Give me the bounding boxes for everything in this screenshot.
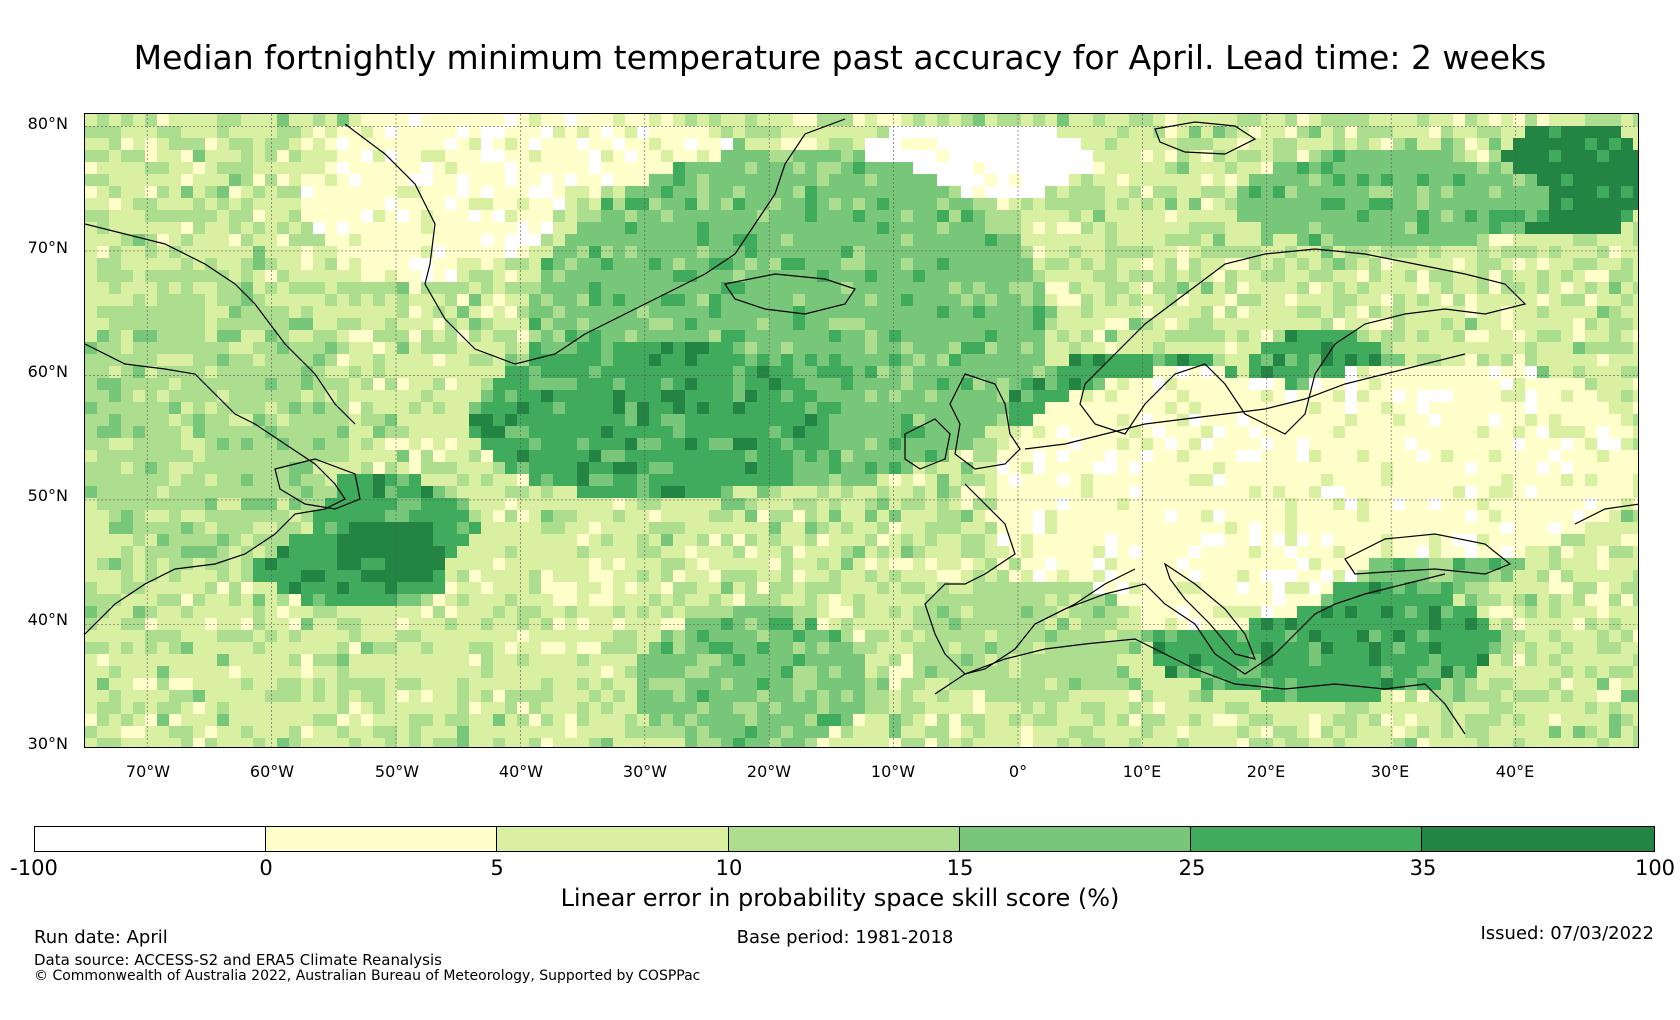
coast-mediterranean xyxy=(1034,573,1446,675)
lon-label-20e: 20°E xyxy=(1246,762,1286,781)
base-period: Base period: 1981-2018 xyxy=(736,927,954,948)
lat-label-50n: 50°N xyxy=(27,486,68,505)
map-title: Median fortnightly minimum temperature p… xyxy=(133,38,1547,77)
colorbar-segment-2 xyxy=(266,827,498,851)
lon-label-0: 0° xyxy=(1008,762,1028,781)
run-date: Run date: April xyxy=(34,927,168,948)
lon-label-30e: 30°E xyxy=(1370,762,1410,781)
colorbar-segment-4 xyxy=(728,827,960,851)
colorbar-segment-1 xyxy=(35,827,267,851)
coast-north-africa xyxy=(934,638,1466,735)
colorbar-segment-3 xyxy=(497,827,729,851)
colorbar xyxy=(34,826,1655,852)
lon-label-10w: 10°W xyxy=(870,762,916,781)
coast-baffin xyxy=(85,223,356,425)
lat-label-80n: 80°N xyxy=(27,114,68,133)
colorbar-tick-label: 25 xyxy=(1178,856,1206,880)
colorbar-segment-7 xyxy=(1422,827,1654,851)
skill-field xyxy=(85,114,1638,747)
coast-scandinavia xyxy=(1079,248,1527,435)
colorbar-tick-label: 100 xyxy=(1634,856,1676,880)
skill-score-map xyxy=(84,113,1639,748)
lon-label-40w: 40°W xyxy=(498,762,544,781)
colorbar-segment-6 xyxy=(1190,827,1423,851)
lon-label-20w: 20°W xyxy=(746,762,792,781)
colorbar-tick-label: 15 xyxy=(946,856,974,880)
lon-label-10e: 10°E xyxy=(1122,762,1162,781)
coast-iceland xyxy=(724,273,856,315)
copyright: © Commonwealth of Australia 2022, Austra… xyxy=(34,968,701,984)
colorbar-label: Linear error in probability space skill … xyxy=(560,884,1120,912)
lon-label-40e: 40°E xyxy=(1495,762,1535,781)
lat-label-60n: 60°N xyxy=(27,362,68,381)
lon-label-30w: 30°W xyxy=(622,762,668,781)
lat-label-70n: 70°N xyxy=(27,238,68,257)
colorbar-tick-label: 5 xyxy=(490,856,504,880)
coast-britain xyxy=(949,373,1021,470)
colorbar-tick-label: 10 xyxy=(715,856,743,880)
coast-greenland xyxy=(344,118,846,365)
coast-east xyxy=(1574,503,1638,525)
coast-newfoundland xyxy=(274,458,361,510)
coastlines xyxy=(85,118,1638,735)
lon-label-70w: 70°W xyxy=(125,762,171,781)
coast-black-sea xyxy=(1344,533,1512,575)
coast-labrador xyxy=(85,343,346,635)
coast-svalbard xyxy=(1154,121,1257,155)
map-canvas xyxy=(85,114,1638,747)
coast-italy xyxy=(1163,562,1256,660)
data-source: Data source: ACCESS-S2 and ERA5 Climate … xyxy=(34,951,442,969)
lon-label-50w: 50°W xyxy=(374,762,420,781)
lat-label-40n: 40°N xyxy=(27,610,68,629)
issued-date: Issued: 07/03/2022 xyxy=(1480,923,1654,944)
coast-ireland xyxy=(904,418,951,470)
colorbar-segment-5 xyxy=(959,827,1191,851)
lat-label-30n: 30°N xyxy=(27,734,68,753)
colorbar-tick-label: -100 xyxy=(10,856,58,880)
colorbar-tick-label: 0 xyxy=(259,856,273,880)
colorbar-tick-label: 35 xyxy=(1409,856,1437,880)
graticule xyxy=(85,114,1638,747)
coast-north-europe xyxy=(1024,353,1466,450)
lon-label-60w: 60°W xyxy=(249,762,295,781)
